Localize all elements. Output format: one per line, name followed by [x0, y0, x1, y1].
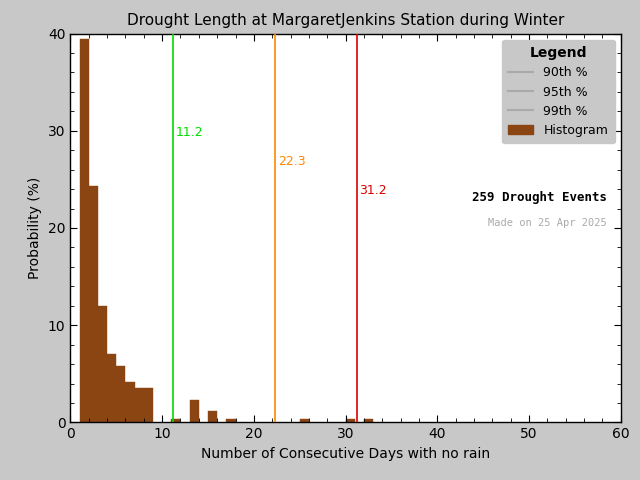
Text: 11.2: 11.2: [176, 126, 204, 139]
Bar: [79, 39, 89, 422]
Bar: [300, 419, 309, 422]
Bar: [144, 388, 153, 422]
Text: 31.2: 31.2: [360, 184, 387, 197]
Bar: [208, 411, 217, 422]
Bar: [227, 419, 236, 422]
Bar: [107, 354, 116, 422]
Text: Made on 25 Apr 2025: Made on 25 Apr 2025: [488, 218, 607, 228]
X-axis label: Number of Consecutive Days with no rain: Number of Consecutive Days with no rain: [201, 447, 490, 461]
Title: Drought Length at MargaretJenkins Station during Winter: Drought Length at MargaretJenkins Statio…: [127, 13, 564, 28]
Bar: [364, 419, 373, 422]
Bar: [172, 419, 180, 422]
Bar: [346, 419, 355, 422]
Bar: [125, 382, 134, 422]
Bar: [116, 366, 125, 422]
Text: 22.3: 22.3: [278, 155, 305, 168]
Bar: [98, 306, 107, 422]
Bar: [189, 400, 199, 422]
Text: 259 Drought Events: 259 Drought Events: [472, 191, 607, 204]
Bar: [134, 388, 144, 422]
Legend: 90th %, 95th %, 99th %, Histogram: 90th %, 95th %, 99th %, Histogram: [502, 40, 614, 144]
Y-axis label: Probability (%): Probability (%): [28, 177, 42, 279]
Bar: [89, 186, 98, 422]
